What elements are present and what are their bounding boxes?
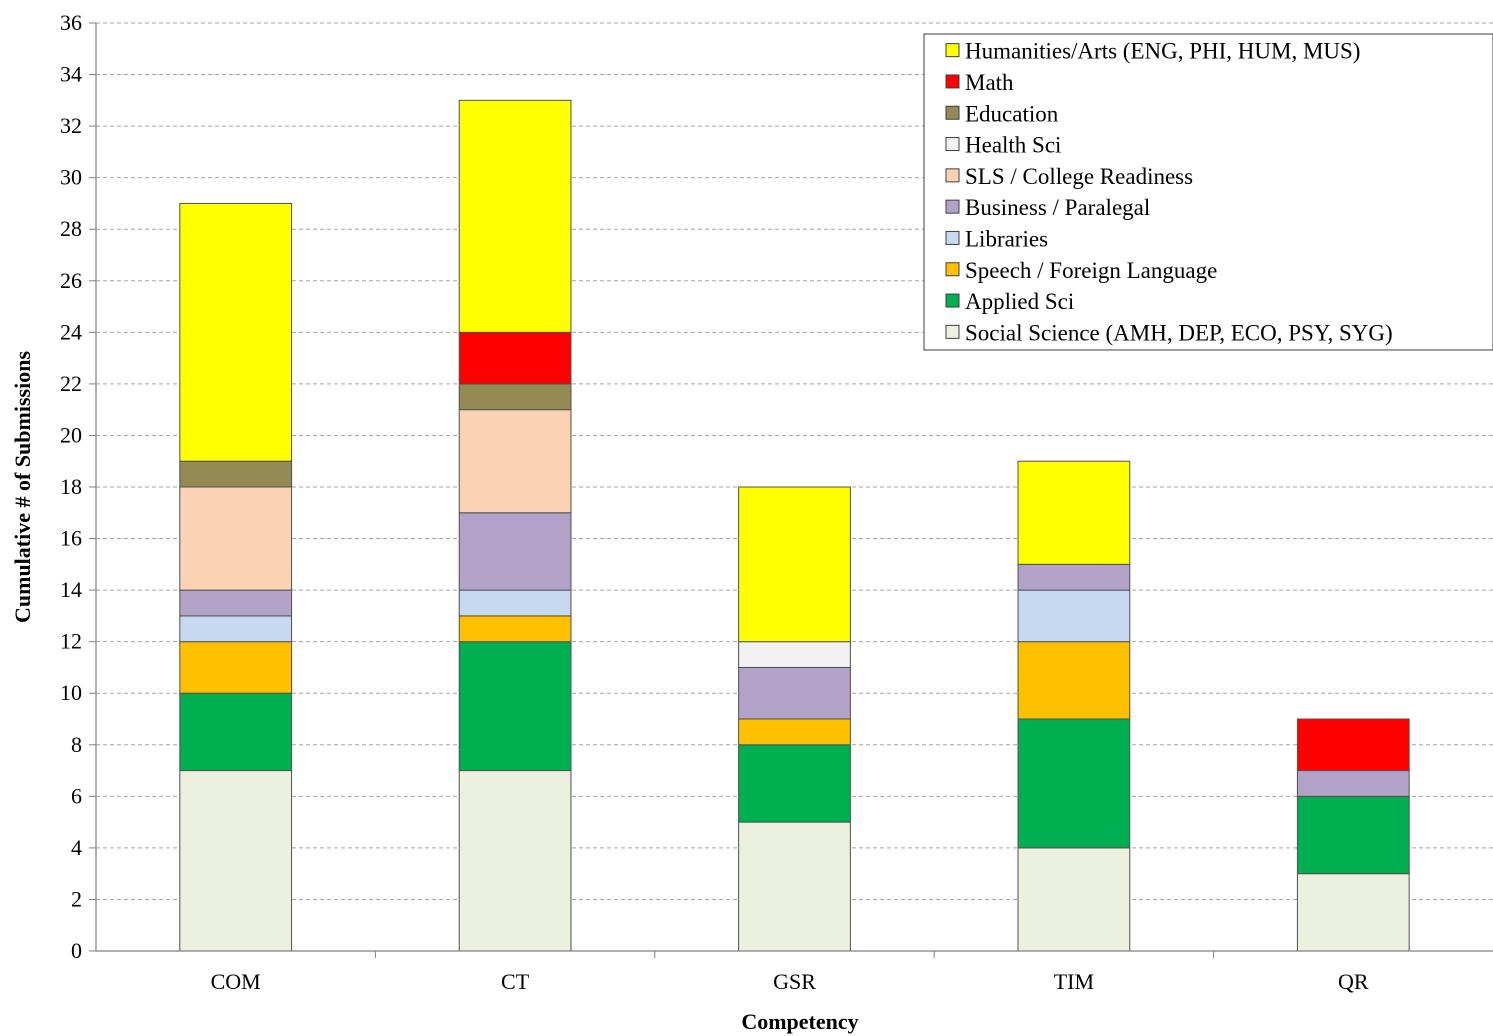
- y-tick-label: 34: [60, 62, 82, 87]
- legend-label: Libraries: [965, 226, 1048, 251]
- bar-segment: [1296, 795, 1410, 875]
- legend-swatch: [945, 262, 960, 277]
- bar-segment: [1296, 718, 1410, 772]
- x-tick-label: CT: [501, 969, 530, 994]
- legend-swatch: [945, 105, 960, 120]
- bar-segment: [458, 770, 572, 952]
- bar-segment: [179, 202, 293, 462]
- legend: Humanities/Arts (ENG, PHI, HUM, MUS) Math…: [923, 33, 1493, 351]
- bar-segment: [458, 615, 572, 643]
- bar-segment: [1017, 718, 1131, 849]
- legend-label: Health Sci: [965, 133, 1061, 158]
- legend-swatch: [945, 230, 960, 245]
- bar-segment: [179, 460, 293, 488]
- bar-segment: [738, 486, 851, 643]
- y-tick-label: 12: [60, 629, 82, 654]
- bar-segment: [1296, 770, 1410, 797]
- bar-segment: [179, 770, 293, 952]
- y-tick-label: 8: [71, 732, 82, 757]
- bar-segment: [1017, 563, 1131, 591]
- x-tick-label: QR: [1338, 969, 1369, 994]
- bar-segment: [1017, 641, 1131, 720]
- legend-swatch: [945, 168, 960, 183]
- y-tick-label: 36: [60, 10, 82, 35]
- bar-segment: [458, 512, 572, 591]
- bar-segment: [458, 409, 572, 514]
- legend-label: Social Science (AMH, DEP, ECO, PSY, SYG): [965, 320, 1393, 345]
- bar-segment: [179, 486, 293, 591]
- bar-segment: [458, 331, 572, 385]
- y-tick-label: 10: [60, 680, 82, 705]
- bar-segment: [458, 99, 572, 333]
- y-tick-label: 22: [60, 371, 82, 396]
- legend-swatch: [945, 137, 960, 152]
- x-tick-label: TIM: [1054, 969, 1094, 994]
- y-tick-label: 20: [60, 422, 82, 447]
- bar-segment: [738, 718, 851, 746]
- x-tick-label: GSR: [773, 969, 816, 994]
- y-tick-label: 6: [71, 783, 82, 808]
- legend-swatch: [945, 293, 960, 308]
- y-tick-label: 0: [71, 938, 82, 963]
- y-axis-title: Cumulative # of Submissions: [10, 351, 35, 623]
- legend-label: Speech / Foreign Language: [965, 258, 1217, 283]
- bar-segment: [179, 615, 293, 643]
- legend-swatch: [945, 43, 960, 58]
- legend-box: [923, 33, 1493, 351]
- bar-segment: [738, 821, 851, 952]
- bar-segment: [1017, 460, 1131, 565]
- y-tick-label: 4: [71, 835, 82, 860]
- x-axis-title: Competency: [741, 1009, 858, 1034]
- legend-label: Education: [965, 101, 1059, 126]
- bar-segment: [1017, 589, 1131, 643]
- y-tick-label: 32: [60, 113, 82, 138]
- y-tick-label: 28: [60, 216, 82, 241]
- bar-segment: [738, 666, 851, 720]
- x-tick-label: COM: [211, 969, 261, 994]
- y-tick-label: 16: [60, 526, 82, 551]
- legend-label: Humanities/Arts (ENG, PHI, HUM, MUS): [965, 39, 1360, 64]
- legend-label: Math: [965, 70, 1014, 95]
- legend-swatch: [945, 74, 960, 89]
- bar-segment: [458, 641, 572, 772]
- legend-label: SLS / College Readiness: [965, 164, 1193, 189]
- y-tick-label: 30: [60, 165, 82, 190]
- y-tick-label: 24: [60, 319, 82, 344]
- legend-swatch: [945, 199, 960, 214]
- legend-label: Business / Paralegal: [965, 195, 1150, 220]
- bar-segment: [1296, 873, 1410, 952]
- legend-label: Applied Sci: [965, 289, 1074, 314]
- y-tick-label: 18: [60, 474, 82, 499]
- bar-segment: [179, 692, 293, 772]
- bar-segment: [738, 641, 851, 668]
- bar-segment: [738, 744, 851, 823]
- bar-segment: [179, 641, 293, 694]
- bar-segment: [1017, 847, 1131, 952]
- bar-segment: [458, 589, 572, 617]
- bar-segment: [179, 589, 293, 617]
- y-tick-label: 2: [71, 886, 82, 911]
- y-tick-label: 26: [60, 268, 82, 293]
- y-tick-label: 14: [60, 577, 82, 602]
- bar-segment: [458, 383, 572, 411]
- bars: [179, 99, 1410, 952]
- legend-swatch: [945, 324, 960, 339]
